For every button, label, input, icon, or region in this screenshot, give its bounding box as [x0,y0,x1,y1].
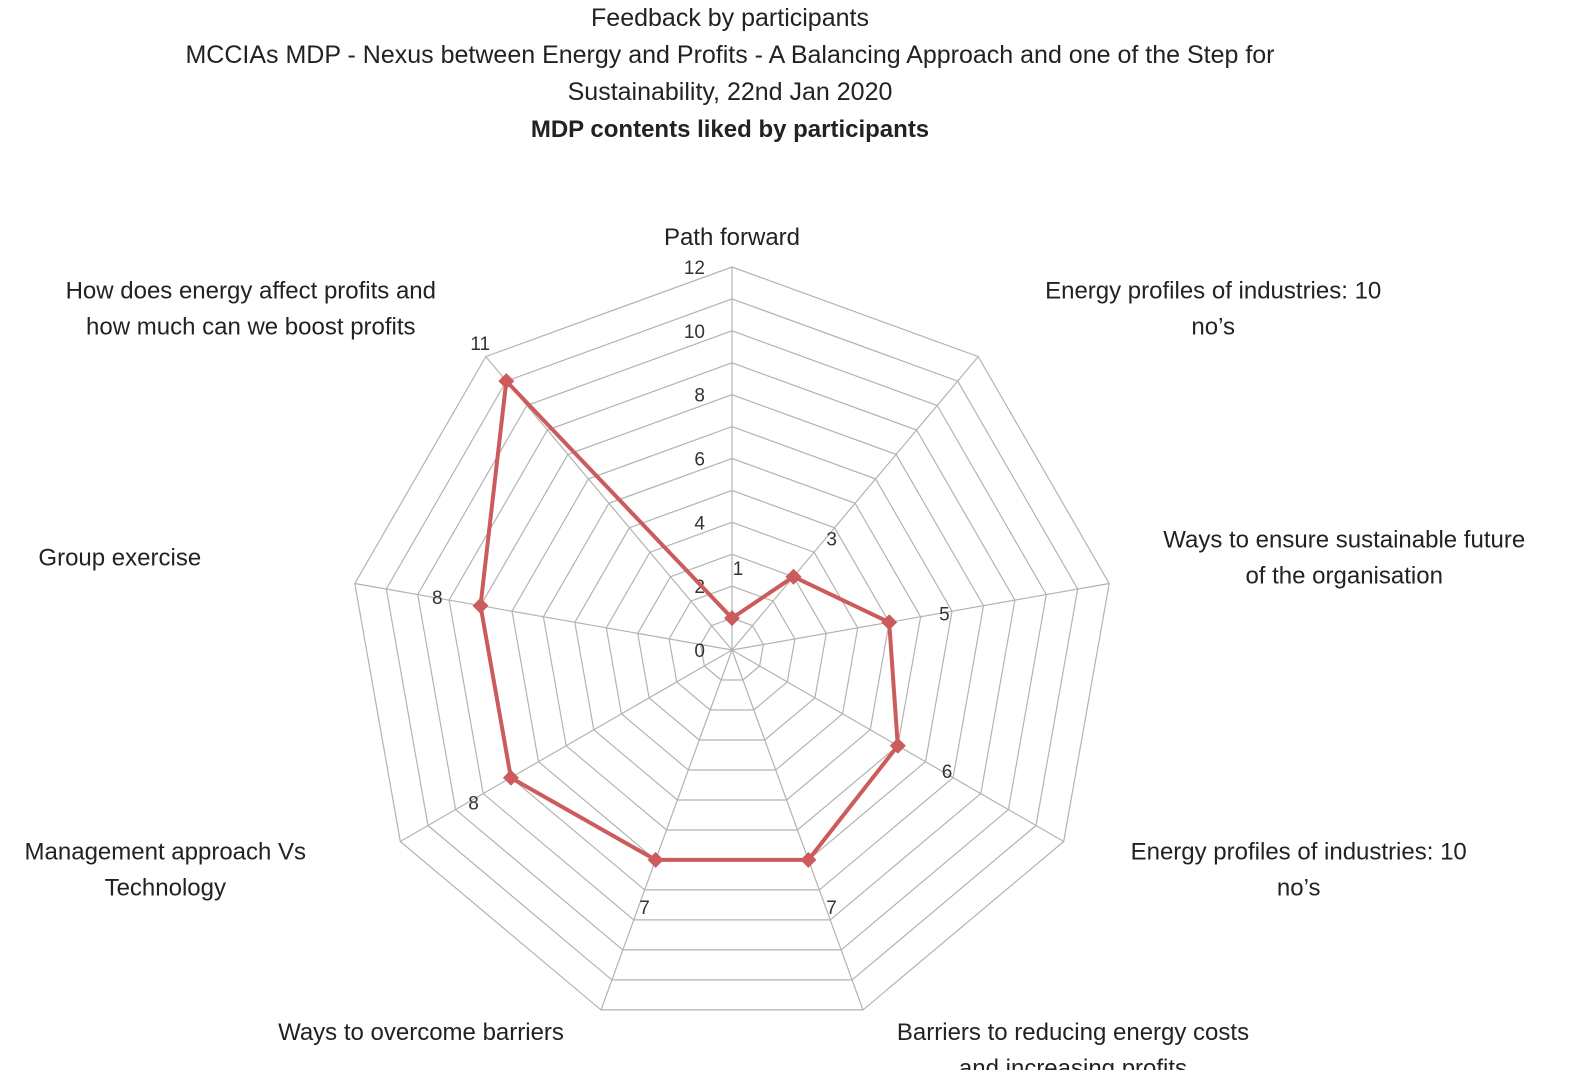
grid-ring [354,266,1110,1011]
series-marker [724,610,740,627]
radar-axis-ticks: 0 2 4 6 8 10 12 [684,258,706,662]
chart-title-line-2: MCCIAs MDP - Nexus between Energy and Pr… [185,41,1275,69]
category-label-line: Management approach Vs [25,839,307,866]
category-label: Energy profiles of industries: 10 no’s [1045,278,1381,341]
grid-spoke [399,649,733,843]
grid-spoke [600,649,733,1011]
radar-data-labels: 1 3 5 6 7 7 8 8 11 [432,334,952,919]
axis-tick-label: 6 [694,450,705,471]
radar-category-labels: Path forward Energy profiles of industrie… [25,224,1526,1070]
category-label-line: Barriers to reducing energy costs [897,1019,1249,1046]
data-label: 6 [942,762,953,783]
grid-spoke [731,649,864,1011]
grid-spoke [731,356,979,651]
axis-tick-label: 8 [694,386,705,407]
series-marker [881,614,898,631]
grid-ring [542,457,922,831]
series-marker [472,597,489,614]
data-label: 1 [733,559,744,580]
category-label-line: Group exercise [38,545,201,572]
category-label: Barriers to reducing energy costs and inc… [897,1019,1249,1070]
category-label-line: Ways to ensure sustainable future [1163,527,1525,554]
chart-title-line-1: Feedback by participants [591,4,869,32]
category-label: Path forward [664,224,800,251]
category-label-line: no’s [1191,314,1235,341]
category-label-line: How does energy affect profits and [66,278,436,305]
category-label-line: how much can we boost profits [86,314,416,341]
grid-ring [448,362,1016,921]
grid-ring [385,298,1079,981]
grid-ring [574,489,890,801]
grid-ring [637,553,827,741]
axis-tick-label: 4 [694,513,705,534]
grid-ring [668,585,796,711]
grid-ring [605,521,859,771]
data-label: 7 [826,898,837,919]
chart-title-line-3: Sustainability, 22nd Jan 2020 [567,78,893,106]
category-label-line: Technology [105,875,226,902]
series-marker [889,737,906,754]
category-label: Ways to ensure sustainable future of the … [1163,527,1525,590]
axis-tick-label: 0 [694,641,705,662]
category-label: Management approach Vs Technology [25,839,307,902]
category-label: How does energy affect profits and how mu… [66,278,436,341]
data-label: 8 [468,794,479,815]
series-marker [498,373,515,390]
data-label: 7 [639,898,650,919]
series-marker [785,568,802,585]
chart-subtitle: MDP contents liked by participants [530,116,930,143]
category-label: Ways to overcome barriers [278,1019,564,1046]
series-marker [502,769,519,786]
series-marker [647,851,664,868]
radar-grid [354,266,1110,1011]
grid-spoke [354,582,733,651]
grid-ring [417,330,1047,951]
data-label: 5 [939,605,950,626]
axis-tick-label: 10 [684,322,705,343]
category-label-line: Path forward [664,224,800,251]
grid-spoke [731,582,1110,651]
series-marker [800,851,817,868]
data-label: 8 [432,588,443,609]
grid-ring [479,394,985,891]
series-line [478,379,900,862]
axis-tick-label: 2 [694,577,705,598]
category-label-line: Energy profiles of industries: 10 [1045,278,1381,305]
data-label: 11 [470,334,490,355]
category-label-line: Ways to overcome barriers [278,1019,564,1046]
category-label: Group exercise [38,545,201,572]
axis-tick-label: 12 [684,258,705,279]
category-label-line: and increasing profits [959,1055,1187,1070]
data-label: 3 [826,529,837,550]
category-label-line: of the organisation [1245,563,1442,590]
category-label: Energy profiles of industries: 10 no’s [1131,839,1467,902]
category-label-line: no’s [1277,875,1321,902]
chart-title-block: Feedback by participants MCCIAs MDP - Ne… [0,0,1460,149]
category-label-line: Energy profiles of industries: 10 [1131,839,1467,866]
grid-ring [699,617,765,681]
radar-series [472,373,906,868]
